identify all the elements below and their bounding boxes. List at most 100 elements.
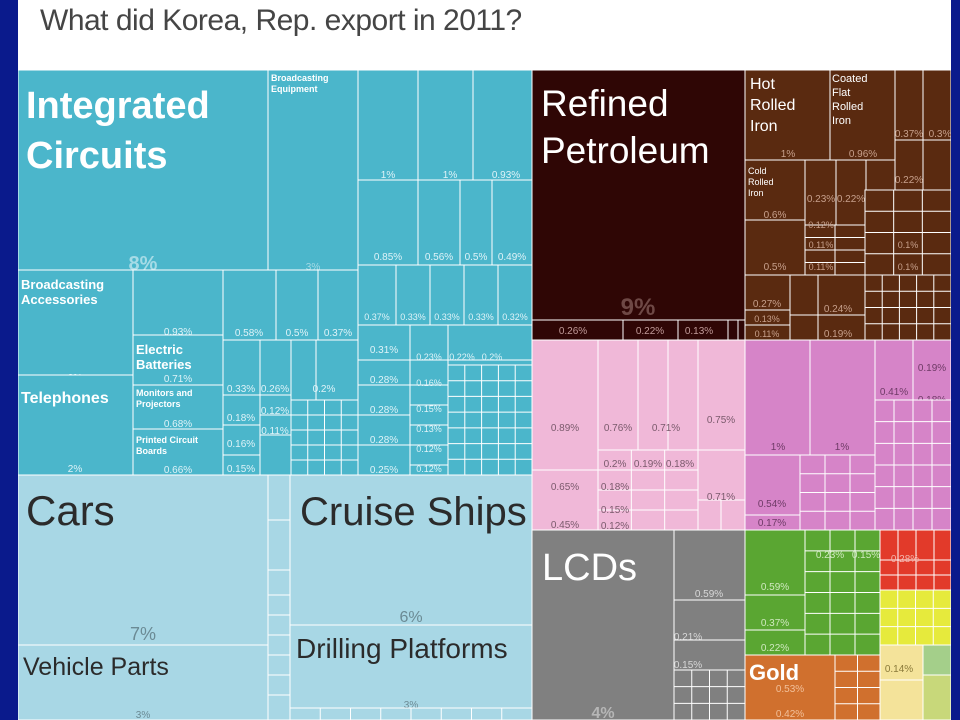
treemap-tile — [744, 219, 806, 276]
treemap-tile — [673, 599, 746, 641]
minor-value: 0.1% — [898, 240, 919, 250]
treemap-tile — [922, 644, 951, 676]
minor-value: 0.41% — [880, 387, 908, 398]
minor-value: 0.56% — [425, 252, 453, 263]
value-telephones: 2% — [68, 464, 83, 475]
treemap-svg: IntegratedCircuits8%BroadcastingEquipmen… — [18, 70, 951, 720]
treemap-tile — [357, 70, 533, 181]
minor-value: 0.15% — [227, 464, 255, 475]
tile-coated-flat-rolled-iron — [829, 70, 896, 161]
treemap-tile — [447, 364, 533, 476]
minor-value: 0.19% — [918, 363, 946, 374]
label-hot-rolled-iron: Hot — [750, 76, 775, 93]
label-electric-batteries: Batteries — [136, 357, 192, 372]
minor-value: 0.37% — [324, 328, 352, 339]
minor-value: 0.13% — [416, 424, 442, 434]
minor-value: 0.3% — [929, 129, 951, 140]
label-broadcasting-equipment: Equipment — [271, 84, 318, 94]
minor-value: 0.28% — [370, 435, 398, 446]
minor-value: 0.12% — [261, 406, 289, 417]
minor-value: 0.18% — [227, 413, 255, 424]
minor-value: 0.65% — [551, 482, 579, 493]
label-monitors-projectors: Projectors — [136, 399, 181, 409]
label-broadcasting-equipment: Broadcasting — [271, 73, 329, 83]
label-monitors-projectors: Monitors and — [136, 388, 193, 398]
minor-value: 0.12% — [416, 464, 442, 474]
label-cold-rolled-iron: Iron — [748, 188, 764, 198]
minor-value: 0.13% — [685, 326, 713, 337]
minor-value: 0.58% — [235, 328, 263, 339]
minor-value: 1% — [443, 170, 458, 181]
minor-value: 0.12% — [416, 444, 442, 454]
minor-value: 0.21% — [674, 632, 702, 643]
treemap: Integrated Circuits 8% Broadcasting Equipmen… — [18, 70, 951, 720]
minor-value: 0.11% — [809, 262, 834, 272]
minor-value: 0.2% — [482, 352, 503, 362]
minor-value: 0.15% — [601, 505, 629, 516]
value-coated-flat-rolled-iron: 0.96% — [849, 149, 877, 160]
value-monitors-projectors: 0.68% — [164, 419, 192, 430]
minor-value: 0.19% — [634, 459, 662, 470]
minor-value: 0.75% — [707, 415, 735, 426]
minor-value: 0.5% — [286, 328, 309, 339]
value-gold: 0.53% — [776, 684, 804, 695]
tile-cruise-ships — [289, 474, 533, 626]
minor-value: 0.31% — [370, 345, 398, 356]
minor-value: 0.22% — [636, 326, 664, 337]
label-refined-petroleum: Refined — [541, 83, 669, 124]
label-lcds: LCDs — [542, 547, 637, 589]
label-broadcasting-accessories: Broadcasting — [21, 277, 104, 292]
tile-gold — [744, 654, 836, 720]
minor-value: 0.11% — [755, 329, 780, 339]
minor-value: 0.85% — [374, 252, 402, 263]
minor-value: 0.59% — [761, 582, 789, 593]
label-cruise-ships: Cruise Ships — [300, 490, 527, 534]
minor-value: 0.18% — [666, 459, 694, 470]
treemap-tile — [673, 529, 746, 601]
minor-value: 0.59% — [695, 589, 723, 600]
label-coated-flat-rolled-iron: Rolled — [832, 101, 863, 113]
value-cars: 7% — [130, 624, 156, 644]
label-coated-flat-rolled-iron: Iron — [832, 115, 851, 127]
tile-electric-batteries — [132, 334, 224, 386]
minor-value: 0.54% — [758, 499, 786, 510]
tile-broadcasting-accessories — [18, 269, 134, 376]
minor-value: 0.18% — [601, 482, 629, 493]
label-coated-flat-rolled-iron: Flat — [832, 87, 850, 99]
treemap-tile — [744, 529, 806, 656]
minor-value: 0.27% — [753, 299, 781, 310]
minor-value: 0.5% — [764, 262, 787, 273]
label-hot-rolled-iron: Iron — [750, 118, 778, 135]
value-lcds: 4% — [591, 705, 614, 720]
tile-monitors-projectors — [132, 384, 224, 430]
minor-value: 0.22% — [837, 194, 865, 205]
minor-value: 0.23% — [807, 194, 835, 205]
minor-value: 0.49% — [498, 252, 526, 263]
label-gold: Gold — [749, 660, 799, 685]
minor-value: 0.11% — [809, 240, 834, 250]
tile-lcds — [531, 529, 675, 720]
minor-value: 0.15% — [416, 404, 442, 414]
minor-value: 0.26% — [559, 326, 587, 337]
tile-drilling-platforms — [289, 624, 533, 720]
treemap-tile — [922, 674, 951, 720]
label-drilling-platforms: Drilling Platforms — [296, 633, 508, 664]
minor-value: 1% — [381, 170, 396, 181]
minor-value: 0.22% — [761, 643, 789, 654]
minor-value: 0.45% — [551, 520, 579, 531]
label-telephones: Telephones — [21, 390, 109, 407]
label-hot-rolled-iron: Rolled — [750, 97, 795, 114]
minor-value: 0.16% — [416, 378, 442, 388]
label-integrated-circuits: Integrated — [26, 85, 210, 127]
minor-value: 0.14% — [885, 664, 913, 675]
label-integrated-circuits: Circuits — [26, 135, 167, 177]
minor-value: 0.11% — [261, 426, 289, 437]
value-broadcasting-equipment: 3% — [306, 262, 321, 273]
minor-value: 0.24% — [824, 304, 852, 315]
minor-value: 0.32% — [502, 312, 528, 322]
minor-value: 0.15% — [852, 550, 880, 561]
minor-value: 0.13% — [754, 314, 780, 324]
minor-value: 0.33% — [227, 384, 255, 395]
minor-value: 0.37% — [364, 312, 390, 322]
value-vehicle-parts: 3% — [136, 710, 151, 720]
